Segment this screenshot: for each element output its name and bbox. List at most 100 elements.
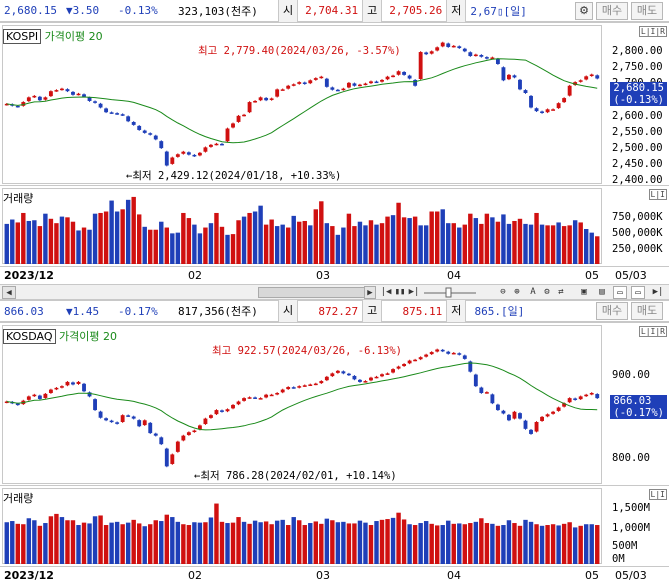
candle-body [109,112,114,114]
volume-bar [484,213,490,264]
volume-bar [70,520,76,564]
candle-body [225,128,230,142]
pause-icon[interactable]: ▮▮ [394,287,406,297]
candle-body [275,89,280,97]
kospi-buy-button[interactable]: 매수 [596,2,628,20]
kospi-quote-bar: 2,680.15 ▼3.50 -0.13% 323,103(천주) 시 2,70… [0,0,669,22]
kosdaq-change-pct: -0.17% [118,304,158,318]
volume-bar [330,520,335,564]
volume-bar [48,516,54,564]
kosdaq-volume-panel[interactable]: 거래량 L|I 1,500M 1,000M 500M 0M [0,485,669,565]
volume-bar [297,520,302,564]
layout-icon[interactable]: ▣ [581,287,587,297]
zoom-slider[interactable] [420,286,480,299]
volume-bar [252,211,258,264]
candle-body [280,389,285,393]
candle-body [175,154,180,157]
volume-bar [385,519,390,564]
volume-bar [561,523,567,564]
candle-body [479,387,484,393]
candle-body [451,45,456,48]
volume-bar [512,523,517,564]
scroll-thumb[interactable] [258,287,368,298]
kosdaq-open-label: 시 [278,300,299,322]
candle-body [26,97,31,102]
panel-toggle-b-icon[interactable]: ▭ [631,286,645,299]
kosdaq-buy-button[interactable]: 매수 [596,302,628,320]
candle-body [358,379,362,382]
candle-body [490,394,495,404]
kosdaq-panel-title: KOSDAQ [3,329,56,344]
volume-bar [407,524,412,564]
volume-bar [37,226,43,264]
candle-body [363,83,368,86]
kosdaq-volume-plot-area [2,488,602,564]
candle-body [584,394,589,397]
scroll-end-icon[interactable]: ▶| [652,287,664,297]
candle-body [380,79,384,82]
candle-body [60,88,64,91]
candle-body [446,351,451,354]
candle-body [440,349,445,352]
kospi-price-panel[interactable]: KOSPI 가격이평 20 L|I|R 최고 2,779.40(2024/03/… [0,22,669,186]
kosdaq-price-panel[interactable]: KOSDAQ 가격이평 20 L|I|R 최고 922.57(2024/03/2… [0,322,669,485]
first-bar-icon[interactable]: |◀ [380,287,392,297]
panel-toggle-a-icon[interactable]: ▭ [613,286,627,299]
volume-bar [512,220,517,264]
candle-body [181,151,186,154]
volume-bar [87,229,92,264]
kospi-plot-area [2,25,602,184]
auto-scale-icon[interactable]: A [530,287,536,297]
candle-body [512,411,517,419]
volume-bar [583,524,589,564]
candle-body [32,95,37,98]
candle-body [220,143,224,146]
zoom-out-icon[interactable]: ⊖ [500,287,506,297]
candle-body [429,51,434,54]
price-tick-label: 2,800.00 [612,45,663,57]
kosdaq-volume-corner-icon[interactable]: L|I [648,489,667,500]
scroll-left-arrow-icon[interactable]: ◀ [2,286,16,299]
volume-bar [451,223,456,264]
candle-body [589,393,594,395]
kosdaq-sell-button[interactable]: 매도 [631,302,663,320]
volume-bar [534,524,539,564]
volume-bar [192,224,197,264]
volume-bar [285,525,291,564]
kospi-panel-corner-icon[interactable]: L|I|R [638,26,667,37]
scroll-right-arrow-icon[interactable]: ▶ [364,286,376,299]
volume-bar [81,227,87,264]
kosdaq-volume: 817,356(천주) [178,305,258,318]
play-icon[interactable]: ▶| [408,287,420,297]
volume-bar [197,522,203,564]
grid-icon[interactable]: ▤ [599,287,605,297]
kospi-volume-corner-icon[interactable]: L|I [648,189,667,200]
chart-settings-icon[interactable]: ⚙ [544,287,550,297]
candle-body [242,398,246,401]
candle-body [37,96,42,101]
chart-scrollbar[interactable]: ◀ ▶ |◀ ▮▮ ▶| ⊖ ⊕ A ⚙ ⇄ ▣ ▤ ▭ ▭ ▶| [0,284,669,300]
candle-body [562,98,567,103]
volume-bar [263,224,269,264]
settings-gear-icon[interactable]: ⚙ [575,2,593,20]
kospi-volume-title: 거래량 [3,192,34,205]
candle-body [540,111,544,113]
kosdaq-panel-corner-icon[interactable]: L|I|R [638,326,667,337]
candle-body [507,414,511,421]
volume-bar [451,523,456,564]
candle-body [385,373,390,375]
candle-body [280,89,285,91]
swap-icon[interactable]: ⇄ [558,287,564,297]
volume-bar [109,200,114,264]
candle-body [374,81,379,84]
candle-body [578,80,583,82]
volume-bar [468,213,473,264]
volume-bar [241,521,247,564]
kospi-sell-button[interactable]: 매도 [631,2,663,20]
kosdaq-volume-chart [4,503,600,564]
candle-body [153,135,158,140]
volume-bar [335,234,341,264]
kospi-volume-panel[interactable]: 거래량 L|I 750,000K 500,000K 250,000K [0,185,669,265]
candle-body [573,398,578,400]
zoom-in-icon[interactable]: ⊕ [514,287,520,297]
